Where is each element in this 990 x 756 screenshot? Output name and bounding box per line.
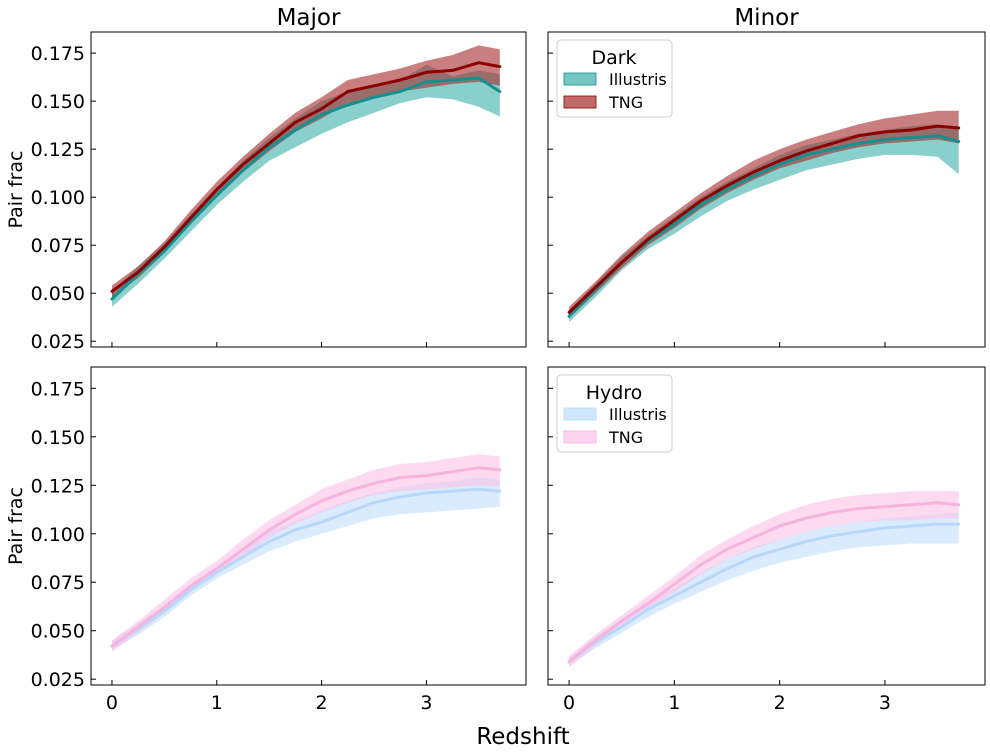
axes-frame-3 — [547, 366, 986, 686]
ytick-label-2-5: 0.150 — [31, 427, 85, 449]
ytick-label-0-3: 0.100 — [31, 187, 85, 209]
axes-frame-1 — [547, 31, 986, 348]
legend-label-tng-1: TNG — [608, 93, 643, 112]
ytick-label-2-3: 0.100 — [31, 524, 85, 546]
line-tng-1 — [567, 124, 961, 314]
band-tng-2 — [112, 454, 500, 652]
panel-title-1: Minor — [734, 5, 799, 31]
line-illustris-3 — [567, 522, 961, 664]
legend-swatch-tng-1 — [563, 95, 597, 109]
panel-0: 0.025 0.050 0.075 0.100 0.125 0.150 0.175 Major… — [5, 5, 527, 353]
legend-label-tng-3: TNG — [608, 428, 643, 447]
line-tng-2 — [110, 466, 502, 648]
line-illustris-0 — [110, 76, 502, 301]
axes-frame-0 — [90, 31, 527, 348]
xtick-label-3-1: 1 — [668, 692, 680, 714]
legend-swatch-illustris-1 — [563, 72, 597, 86]
band-illustris-1 — [569, 124, 959, 322]
band-illustris-3 — [569, 512, 959, 666]
panel-2: 0.025 0.050 0.075 0.100 0.125 0.150 0.175 0 1 2 3 P… — [5, 366, 527, 714]
ytick-label-2-6: 0.175 — [31, 378, 85, 400]
panel-title-0: Major — [277, 5, 341, 31]
ylabel-2: Pair frac — [5, 487, 27, 565]
ytick-label-2-2: 0.075 — [31, 572, 85, 594]
xtick-label-2-3: 3 — [420, 692, 432, 714]
ytick-label-2-0: 0.025 — [31, 669, 85, 691]
line-illustris-2 — [110, 487, 502, 648]
ytick-label-0-1: 0.050 — [31, 283, 85, 305]
legend-swatch-illustris-3 — [563, 407, 597, 421]
line-tng-3 — [567, 501, 961, 664]
ytick-label-0-6: 0.175 — [31, 43, 85, 65]
ytick-label-2-1: 0.050 — [31, 621, 85, 643]
legend-swatch-tng-3 — [563, 430, 597, 444]
band-illustris-0 — [112, 64, 500, 307]
band-tng-0 — [112, 45, 500, 298]
ytick-label-0-2: 0.075 — [31, 235, 85, 257]
legend-title-1: Dark — [591, 47, 636, 69]
legend-label-illustris-1: Illustris — [609, 70, 667, 89]
xtick-label-2-1: 1 — [211, 692, 223, 714]
xtick-label-3-0: 0 — [563, 692, 575, 714]
xtick-label-2-2: 2 — [316, 692, 328, 714]
ytick-label-0-0: 0.025 — [31, 331, 85, 353]
legend-label-illustris-3: Illustris — [609, 405, 667, 424]
axes-frame-2 — [90, 366, 527, 686]
ytick-label-0-4: 0.125 — [31, 139, 85, 161]
band-tng-1 — [569, 110, 959, 319]
xtick-label-3-2: 2 — [774, 692, 786, 714]
xtick-label-3-3: 3 — [879, 692, 891, 714]
ylabel-0: Pair frac — [5, 151, 27, 229]
xtick-label-2-0: 0 — [106, 692, 118, 714]
line-tng-0 — [110, 61, 502, 293]
ytick-label-0-5: 0.150 — [31, 91, 85, 113]
figure-xlabel: Redshift — [476, 724, 569, 750]
band-illustris-2 — [112, 477, 500, 651]
legend-title-3: Hydro — [586, 382, 643, 404]
ytick-label-2-4: 0.125 — [31, 475, 85, 497]
band-tng-3 — [569, 491, 959, 668]
